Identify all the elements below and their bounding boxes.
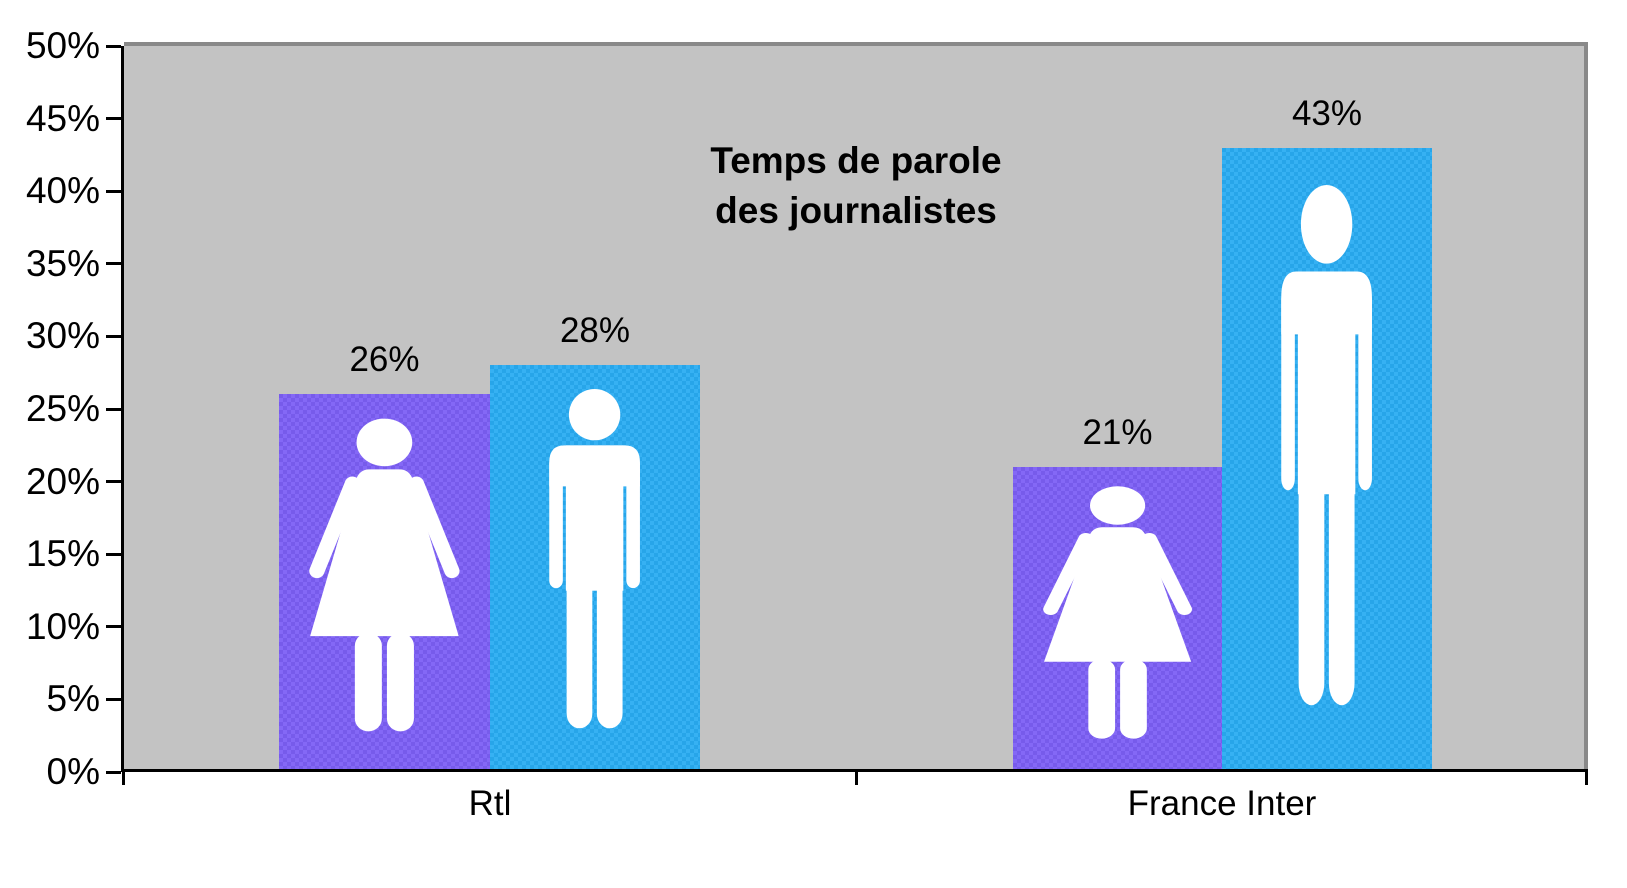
y-axis-tick <box>106 553 121 556</box>
x-axis-line <box>121 769 1588 772</box>
category-label-france-inter: France Inter <box>1127 784 1317 823</box>
y-axis-tick <box>106 335 121 338</box>
x-axis-tick <box>1585 772 1588 785</box>
y-axis-tick-label: 35% <box>25 243 100 284</box>
category-label-rtl: Rtl <box>468 784 512 823</box>
bar-franceinter-female: 21% <box>1013 413 1222 772</box>
y-axis-tick-label: 40% <box>25 170 100 211</box>
chart-title-line1: Temps de parole <box>710 140 1002 181</box>
y-axis-tick <box>106 45 121 48</box>
y-axis-tick-label: 25% <box>25 388 100 429</box>
y-axis-tick-label: 50% <box>25 25 100 66</box>
y-axis-tick <box>106 190 121 193</box>
chart-title-line2: des journalistes <box>715 190 997 231</box>
y-axis-tick <box>106 698 121 701</box>
y-axis-tick <box>106 480 121 483</box>
chart-title: Temps de parole des journalistes <box>124 136 1588 236</box>
bar-rtl-male: 28% <box>490 311 700 772</box>
y-axis-tick-label: 10% <box>25 606 100 647</box>
value-label-franceinter-male: 43% <box>1291 94 1363 133</box>
y-axis-tick-label: 30% <box>25 315 100 356</box>
bar-franceinter-male: 43% <box>1222 94 1432 772</box>
y-axis-tick <box>106 408 121 411</box>
female-icon <box>1043 486 1192 739</box>
y-axis-tick <box>106 117 121 120</box>
male-icon <box>1281 185 1373 706</box>
value-label-rtl-female: 26% <box>349 340 420 379</box>
y-axis-tick-label: 20% <box>25 461 100 502</box>
value-label-rtl-male: 28% <box>559 311 631 350</box>
y-axis-tick <box>106 625 121 628</box>
y-axis-tick-label: 45% <box>25 98 100 139</box>
value-label-franceinter-female: 21% <box>1082 413 1153 452</box>
x-axis-tick <box>855 772 858 785</box>
x-axis-tick <box>122 772 125 785</box>
y-axis-tick-label: 0% <box>46 751 100 792</box>
bar-rtl-female: 26% <box>279 340 490 772</box>
male-icon <box>549 389 641 729</box>
y-axis-tick-label: 15% <box>25 533 100 574</box>
y-axis-line <box>121 46 124 772</box>
female-icon <box>309 418 460 732</box>
y-axis-tick <box>106 771 121 774</box>
y-axis-tick <box>106 262 121 265</box>
y-axis-tick-label: 5% <box>46 678 100 719</box>
